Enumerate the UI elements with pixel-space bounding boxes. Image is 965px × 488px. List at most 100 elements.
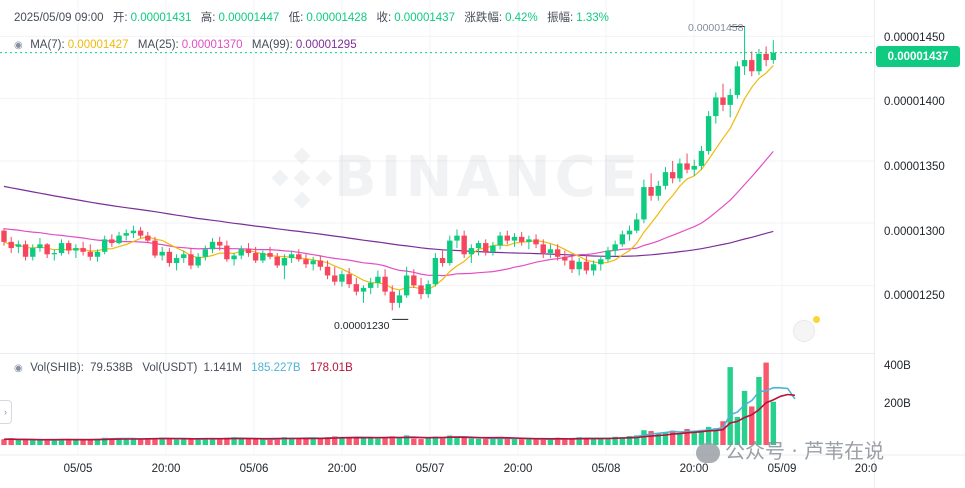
volume-bar	[260, 439, 266, 445]
candle-body	[137, 230, 144, 236]
candle-body	[576, 261, 582, 270]
candle-body	[691, 165, 697, 170]
candlesticks	[1, 26, 777, 311]
candle-body	[116, 235, 122, 244]
volume-bar	[181, 438, 187, 445]
candle-body	[447, 240, 453, 264]
eye-icon[interactable]: ◉	[14, 40, 23, 51]
volume-bar	[166, 439, 173, 445]
volume-bar	[109, 438, 115, 445]
volume-bar	[677, 433, 683, 445]
open-value: 0.00001431	[130, 12, 192, 24]
volume-bar	[547, 439, 554, 445]
candle-body	[324, 266, 331, 276]
volume-bar	[396, 437, 403, 445]
expand-panel-button[interactable]: ›	[0, 400, 12, 424]
watermark-text: BINANCE	[334, 145, 642, 210]
volume-bar	[217, 438, 223, 445]
candle-body	[547, 249, 554, 254]
volume-tick: 400B	[884, 360, 911, 372]
volume-bar	[749, 406, 755, 445]
candle-body	[231, 255, 237, 260]
candle-body	[202, 249, 209, 257]
volume-bar	[698, 429, 705, 445]
candle-body	[195, 256, 201, 266]
volume-bar	[281, 437, 288, 445]
candle-body	[209, 241, 216, 250]
candle-body	[741, 60, 748, 67]
price-tick: 0.00001300	[884, 226, 945, 238]
volume-bar	[116, 438, 122, 445]
candle-body	[526, 239, 532, 242]
volume-bar	[590, 438, 597, 445]
ma-legend: ◉ MA(7): 0.00001427 MA(25): 0.00001370 MA(…	[14, 39, 360, 51]
price-axis[interactable]: 0.00001450 0.00001400 0.00001350 0.00001…	[874, 0, 965, 488]
candle-body	[468, 248, 475, 255]
volume-bar	[583, 438, 590, 445]
volume-bar	[288, 437, 295, 445]
candle-body	[382, 276, 388, 292]
candle-body	[684, 163, 690, 170]
candle-body	[367, 282, 374, 288]
eye-icon[interactable]: ◉	[14, 363, 23, 374]
candle-body	[1, 230, 7, 242]
candle-body	[80, 248, 86, 252]
candle-body	[569, 260, 575, 270]
volume-bar	[8, 438, 14, 445]
volume-bar	[691, 431, 697, 445]
volume-bar	[30, 440, 36, 445]
volume-bar	[490, 438, 496, 445]
candle-body	[317, 260, 324, 267]
candle-body	[360, 287, 367, 292]
candle-body	[310, 260, 316, 265]
ma7-label: MA(7):	[30, 39, 65, 51]
volume-bar	[375, 438, 381, 445]
volume-bar	[533, 439, 539, 445]
volume-bar	[475, 438, 482, 445]
volume-bar	[770, 401, 777, 445]
volume-ma-lines	[3, 386, 796, 441]
candle-body	[713, 97, 719, 117]
volume-bar	[245, 439, 252, 445]
candle-body	[353, 284, 360, 292]
x-tick: 20:00	[151, 463, 181, 475]
candle-body	[109, 239, 115, 244]
x-tick: 20:00	[679, 463, 709, 475]
volume-bar	[94, 438, 101, 445]
candle-body	[73, 248, 79, 251]
volume-bar	[713, 428, 719, 445]
volume-bar	[195, 439, 201, 445]
grid-lines	[0, 0, 965, 456]
volume-bar	[763, 362, 769, 445]
candle-body	[152, 240, 158, 256]
candle-body	[756, 53, 762, 72]
volume-bar	[382, 437, 388, 445]
volume-bar	[130, 439, 137, 445]
volume-ma2-line	[3, 393, 795, 441]
volume-bar	[353, 436, 360, 445]
close-value: 0.00001437	[394, 12, 455, 24]
candle-body	[260, 253, 266, 261]
candle-body	[763, 53, 769, 61]
candle-body	[159, 251, 165, 256]
candle-body	[454, 235, 460, 241]
notification-icon[interactable]	[793, 320, 815, 342]
candle-body	[339, 274, 345, 282]
candle-body	[245, 249, 252, 254]
candle-body	[598, 259, 604, 265]
volume-bar	[432, 436, 439, 445]
candle-body	[267, 253, 273, 257]
volume-bar	[44, 439, 50, 445]
candle-body	[554, 249, 561, 257]
volume-bar	[626, 435, 633, 445]
candle-body	[634, 219, 640, 231]
volume-bar	[58, 439, 65, 445]
volume-bar	[296, 438, 302, 445]
volume-bar	[310, 437, 316, 445]
candle-body	[346, 274, 352, 285]
candle-body	[734, 66, 741, 95]
candle-body	[22, 244, 29, 257]
low-label: 低:	[288, 12, 304, 24]
volume-legend: ◉ Vol(SHIB): 79.538B Vol(USDT) 1.141M 18…	[14, 362, 356, 374]
